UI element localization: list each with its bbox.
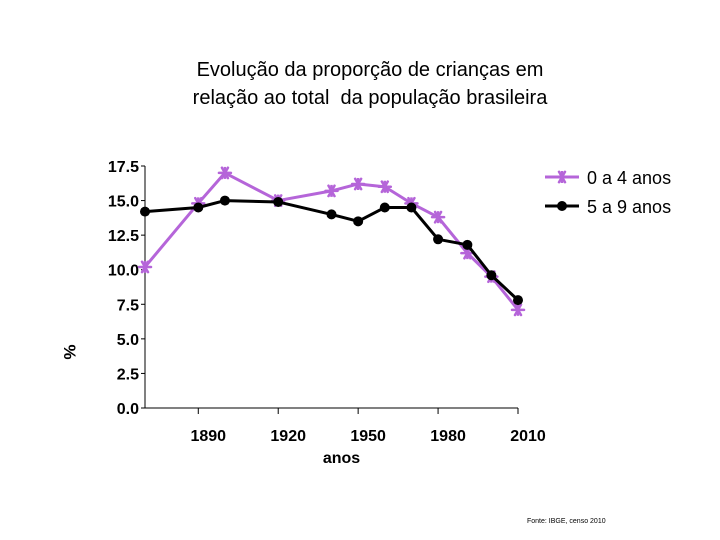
legend-marker-2 bbox=[557, 201, 567, 211]
data-point-series-2 bbox=[462, 239, 473, 250]
y-tick-label: 5.0 bbox=[117, 332, 139, 349]
data-point-series-2 bbox=[140, 206, 150, 217]
y-tick-label: 2.5 bbox=[117, 366, 139, 383]
data-point-series-2 bbox=[433, 234, 444, 245]
x-tick-label: 1920 bbox=[270, 428, 306, 445]
data-point-series-1 bbox=[430, 210, 446, 224]
data-point-series-1 bbox=[324, 184, 339, 198]
x-tick-label: 2010 bbox=[510, 428, 546, 445]
y-tick-label: 7.5 bbox=[117, 297, 139, 314]
legend-label-2: 5 a 9 anos bbox=[587, 197, 671, 217]
data-point-series-2 bbox=[486, 270, 497, 281]
x-axis-label: anos bbox=[323, 450, 360, 467]
data-point-series-2 bbox=[379, 202, 390, 213]
data-point-series-2 bbox=[273, 196, 284, 207]
y-tick-label: 12.5 bbox=[108, 228, 139, 245]
y-tick-label: 15.0 bbox=[108, 194, 139, 211]
data-point-series-2 bbox=[353, 216, 364, 227]
data-point-series-2 bbox=[193, 202, 204, 213]
data-point-series-2 bbox=[219, 195, 230, 206]
legend-label-1: 0 a 4 anos bbox=[587, 168, 671, 188]
y-axis-label: % bbox=[60, 344, 79, 359]
y-tick-label: 10.0 bbox=[108, 263, 139, 280]
data-point-series-1 bbox=[137, 260, 153, 274]
y-tick-label: 0.0 bbox=[117, 401, 139, 418]
data-point-series-1 bbox=[377, 180, 393, 194]
x-tick-label: 1950 bbox=[350, 428, 386, 445]
series-line-1 bbox=[143, 171, 520, 311]
data-point-series-2 bbox=[326, 209, 337, 220]
y-tick-label: 17.5 bbox=[108, 159, 139, 176]
source-note: Fonte: IBGE, censo 2010 bbox=[527, 518, 606, 525]
data-point-series-1 bbox=[510, 303, 526, 317]
chart-title-line-2: relação ao total da população brasileira bbox=[192, 87, 548, 109]
legend-marker-1 bbox=[554, 170, 570, 184]
data-point-series-2 bbox=[406, 202, 417, 213]
chart-title-line-1: Evolução da proporção de crianças em bbox=[196, 59, 544, 81]
x-tick-label: 1890 bbox=[190, 428, 226, 445]
data-point-series-1 bbox=[217, 166, 233, 180]
x-tick-label: 1980 bbox=[430, 428, 466, 445]
chart-title: Evolução da proporção de crianças em rel… bbox=[120, 56, 620, 112]
data-point-series-2 bbox=[513, 295, 523, 306]
data-point-series-1 bbox=[350, 177, 366, 191]
